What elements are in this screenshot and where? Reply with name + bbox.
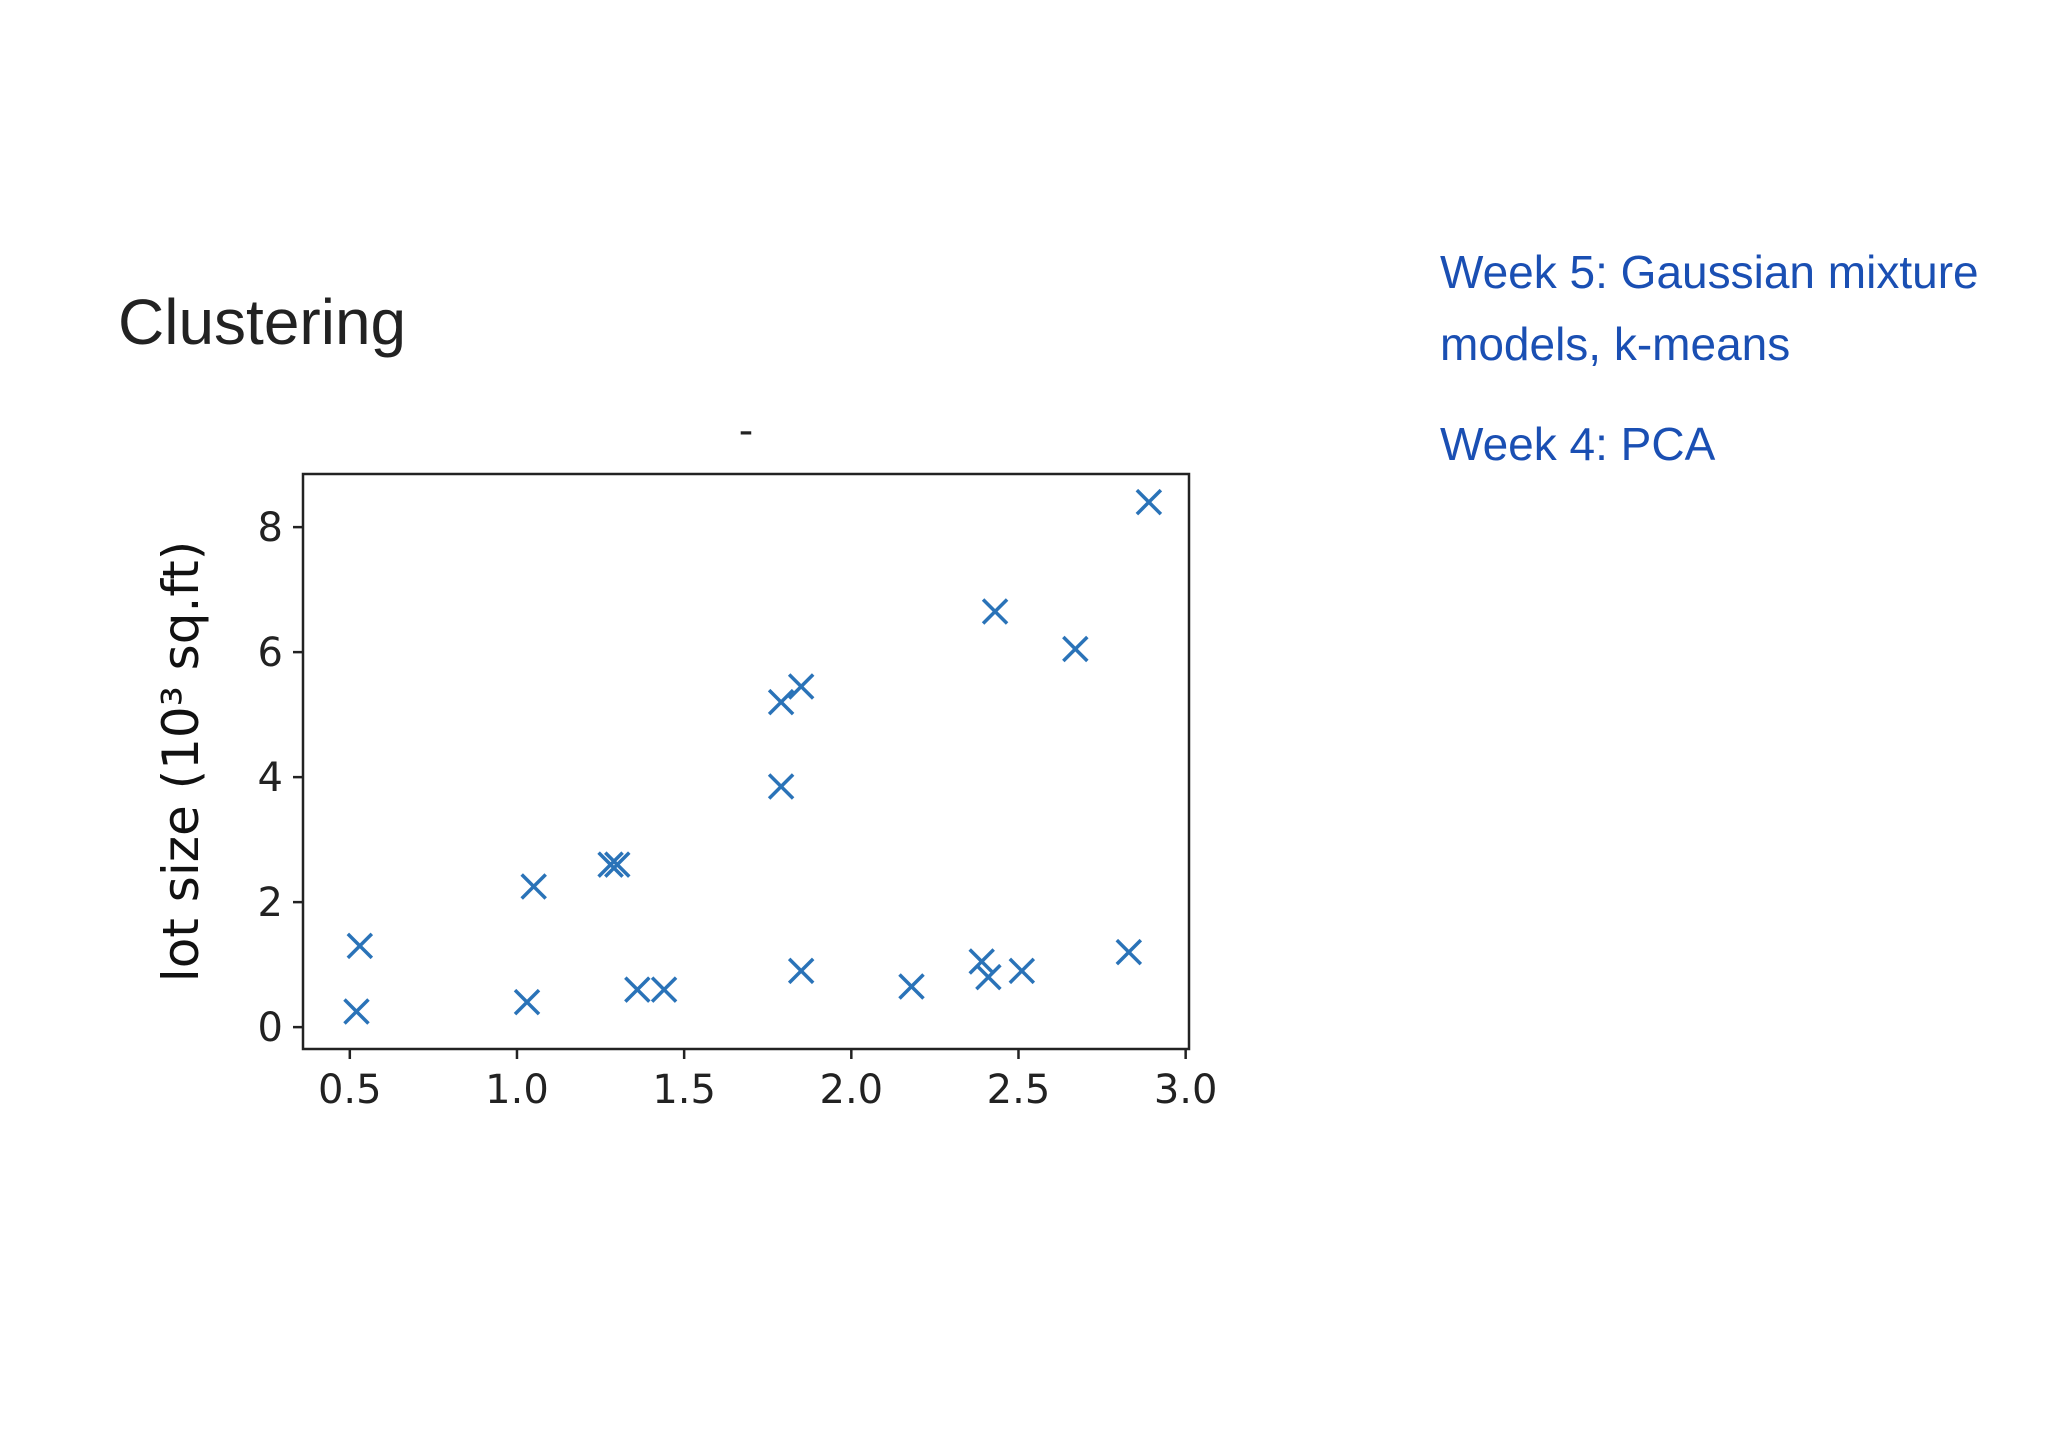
related-links: Week 5: Gaussian mixture models, k-means… [1440, 236, 2048, 480]
x-marker-stroke [1115, 938, 1143, 966]
x-marker-stroke [975, 963, 1002, 991]
x-tick-label: 1.0 [485, 1067, 549, 1113]
x-marker-stroke [767, 688, 795, 716]
y-tick-label: 0 [258, 1005, 283, 1051]
data-point [767, 688, 795, 716]
x-marker-stroke [767, 773, 795, 800]
x-tick-label: 1.5 [652, 1067, 716, 1113]
slide-title: Clustering [118, 286, 407, 358]
x-marker-stroke [346, 932, 374, 960]
data-point [343, 998, 370, 1025]
y-tick-label: 2 [258, 880, 283, 926]
x-marker-stroke [343, 998, 370, 1025]
data-point [604, 851, 631, 878]
data-point [650, 976, 678, 1003]
data-point [787, 673, 815, 700]
y-tick-label: 6 [258, 630, 283, 676]
data-point [975, 963, 1002, 991]
data-point [968, 948, 995, 975]
x-marker-stroke [597, 851, 624, 878]
x-tick-label: 2.5 [987, 1067, 1051, 1113]
data-point [1135, 488, 1163, 516]
data-point [1115, 938, 1143, 966]
x-marker-stroke [787, 673, 815, 700]
x-marker-stroke [968, 948, 995, 975]
x-marker-stroke [650, 976, 678, 1003]
plot-frame [301, 472, 1191, 1051]
data-point [1062, 635, 1089, 663]
data-point [981, 598, 1009, 625]
data-point [597, 851, 624, 878]
x-marker-stroke [520, 873, 547, 900]
x-tick-label: 0.5 [318, 1067, 382, 1113]
x-marker-stroke [898, 973, 925, 1000]
x-tick-label: 3.0 [1154, 1067, 1218, 1113]
y-axis-label: lot size (10³ sq.ft) [152, 541, 210, 982]
data-point [346, 932, 374, 960]
x-marker-stroke [981, 598, 1009, 625]
chart-title: - [739, 408, 753, 454]
link-week-4[interactable]: Week 4: PCA [1440, 418, 1716, 470]
x-marker-stroke [1062, 635, 1089, 663]
x-marker-stroke [604, 851, 631, 878]
data-point [898, 973, 925, 1000]
link-week-5[interactable]: Week 5: Gaussian mixture models, k-means [1440, 246, 1979, 370]
data-point [520, 873, 547, 900]
x-marker-stroke [513, 988, 541, 1016]
x-marker-stroke [1135, 488, 1163, 516]
x-marker-stroke [624, 976, 651, 1003]
data-point [767, 773, 795, 800]
x-marker-stroke [1008, 957, 1036, 985]
y-tick-label: 8 [258, 505, 283, 551]
data-point [787, 957, 815, 985]
data-point [624, 976, 651, 1003]
data-point [513, 988, 541, 1016]
x-marker-stroke [787, 957, 815, 985]
data-point [1008, 957, 1036, 985]
x-tick-label: 2.0 [820, 1067, 884, 1113]
y-tick-label: 4 [258, 755, 283, 801]
